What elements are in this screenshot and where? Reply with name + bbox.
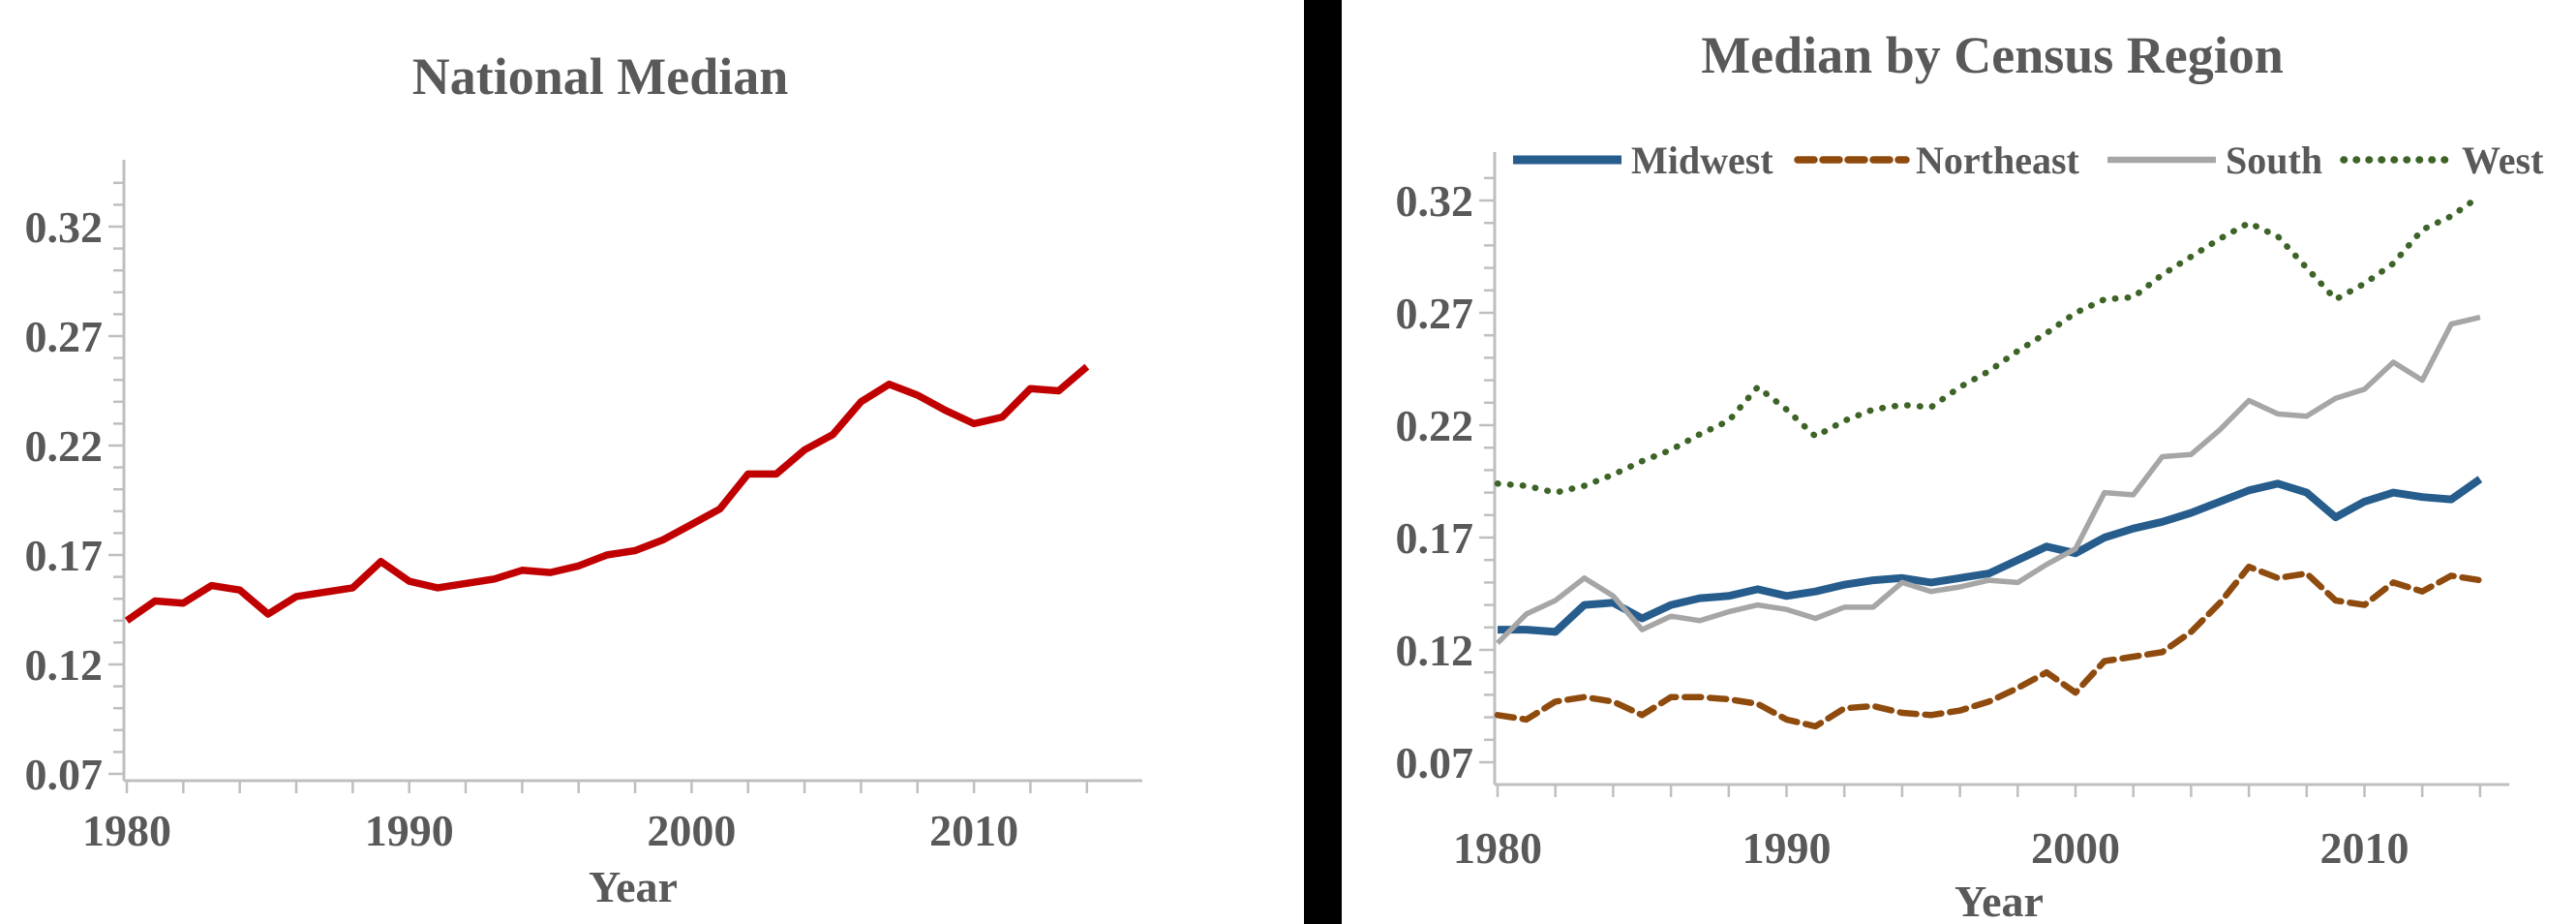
legend-label: West (2462, 139, 2544, 182)
legend-label: Northeast (1916, 139, 2080, 182)
series-line-south (1496, 314, 2481, 645)
y-tick-label: 0.07 (25, 750, 104, 799)
y-tick-label: 0.07 (1396, 738, 1474, 787)
legend-label: South (2226, 139, 2322, 182)
legend-item-northeast: Northeast (1794, 139, 2080, 182)
y-tick-label: 0.27 (1396, 289, 1474, 338)
x-axis-title: Year (589, 862, 678, 911)
x-tick-label: 2010 (929, 806, 1018, 855)
y-tick-label: 0.27 (25, 312, 104, 361)
x-axis: 1980 1990 2000 2010 (1453, 783, 2509, 873)
plot-lines (1494, 193, 2484, 730)
chart-title: Median by Census Region (1701, 26, 2284, 84)
x-tick-label: 1980 (1453, 823, 1542, 873)
y-axis: 0.07 0.12 0.17 0.22 0.27 0.32 (25, 160, 126, 799)
series-line-northeast (1494, 563, 2484, 730)
series-line-national (124, 363, 1090, 624)
x-tick-label: 2010 (2320, 823, 2409, 873)
x-tick-label: 2000 (647, 806, 736, 855)
panel-divider (1304, 0, 1342, 924)
census-region-chart: Median by Census Region Midwest Northeast… (1396, 26, 2545, 924)
y-tick-label: 0.22 (25, 421, 104, 471)
legend: Midwest Northeast South West (1513, 139, 2544, 182)
x-tick-label: 1990 (365, 806, 454, 855)
plot-lines (124, 363, 1090, 624)
y-tick-label: 0.22 (1396, 401, 1474, 450)
x-tick-label: 1990 (1743, 823, 1832, 873)
y-axis: 0.07 0.12 0.17 0.22 0.27 0.32 (1396, 152, 1497, 787)
legend-item-south: South (2107, 139, 2322, 182)
legend-item-midwest: Midwest (1513, 139, 1773, 182)
y-tick-label: 0.17 (25, 531, 104, 580)
series-line-midwest (1498, 476, 2483, 636)
y-tick-label: 0.17 (1396, 513, 1474, 563)
national-median-chart: National Median 0.07 0.12 0.17 0.22 0.27 0.32… (25, 47, 1142, 911)
y-tick-label: 0.32 (25, 202, 104, 252)
y-tick-label: 0.12 (1396, 626, 1474, 675)
chart-title: National Median (412, 47, 789, 106)
legend-label: Midwest (1631, 139, 1773, 182)
x-tick-label: 1980 (82, 806, 171, 855)
x-tick-label: 2000 (2031, 823, 2120, 873)
y-tick-label: 0.12 (25, 640, 104, 690)
x-axis-title: Year (1955, 877, 2044, 924)
y-tick-label: 0.32 (1396, 176, 1474, 226)
series-line-west (1494, 193, 2484, 496)
x-axis: 1980 1990 2000 2010 (82, 779, 1142, 855)
legend-item-west: West (2340, 139, 2544, 182)
